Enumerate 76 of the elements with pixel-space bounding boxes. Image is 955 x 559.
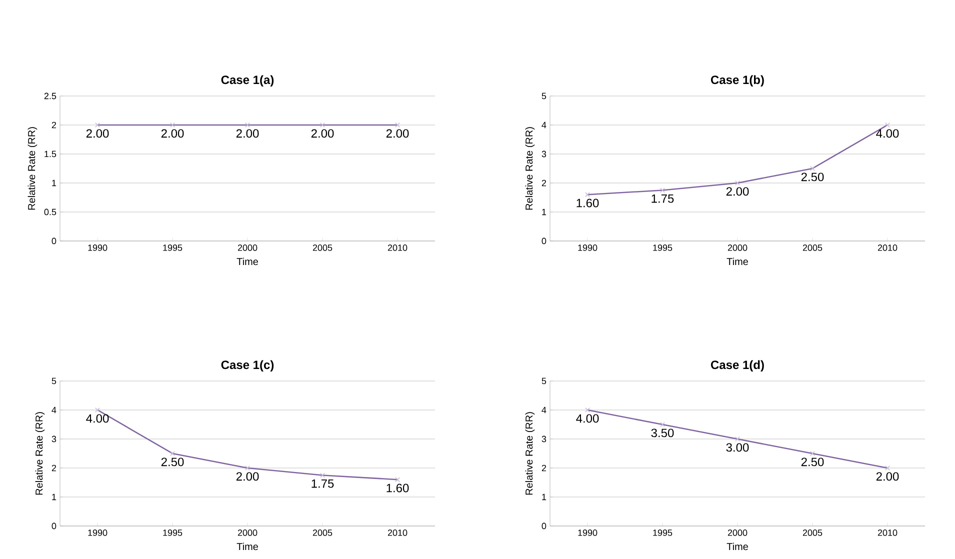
data-label: 2.00 (161, 129, 184, 138)
x-tick-label: 2010 (388, 244, 408, 251)
x-tick-label: 2010 (388, 530, 408, 536)
y-axis-title: Relative Rate (RR) (28, 127, 38, 210)
x-tick-label: 2000 (238, 244, 258, 251)
data-label: 2.00 (386, 129, 409, 138)
y-tick-label: 2 (542, 180, 546, 186)
x-tick-label: 1990 (88, 244, 108, 251)
x-tick-label: 1990 (578, 530, 598, 536)
y-tick-label: 5 (542, 378, 546, 384)
y-tick-label: 4 (52, 406, 56, 414)
x-tick-label: 2005 (312, 530, 332, 536)
data-label: 2.00 (311, 129, 334, 138)
chart-title: Case 1(a) (221, 75, 274, 86)
y-tick-label: 1 (52, 494, 56, 500)
y-tick-label: 0 (52, 238, 56, 244)
data-label: 3.50 (651, 428, 674, 438)
y-tick-label: 2 (52, 122, 56, 128)
data-label: 4.00 (876, 129, 899, 138)
y-tick-label: 2 (52, 464, 56, 472)
y-tick-label: 1 (542, 208, 546, 216)
x-tick-label: 2000 (238, 530, 258, 536)
x-tick-label: 1995 (163, 244, 182, 251)
data-label: 2.00 (726, 187, 749, 196)
x-tick-label: 1995 (653, 244, 672, 251)
y-tick-label: 2.5 (44, 92, 56, 100)
y-tick-label: 1.5 (44, 150, 56, 158)
y-axis-title: Relative Rate (RR) (525, 412, 535, 495)
data-label: 4.00 (576, 414, 599, 423)
x-axis-title: Time (236, 542, 258, 550)
y-tick-label: 0 (52, 522, 56, 530)
x-tick-label: 1990 (88, 530, 108, 536)
y-axis-title: Relative Rate (RR) (35, 412, 45, 495)
data-label: 2.50 (801, 172, 824, 182)
x-tick-label: 1995 (653, 530, 672, 536)
x-tick-label: 2010 (878, 244, 898, 251)
data-label: 3.00 (726, 443, 749, 452)
y-tick-label: 0 (542, 522, 546, 530)
x-tick-label: 2010 (878, 530, 898, 536)
y-tick-label: 3 (542, 436, 546, 442)
x-tick-label: 2000 (728, 244, 748, 251)
data-label: 1.75 (652, 194, 674, 203)
x-axis-title: Time (726, 258, 748, 266)
x-tick-label: 2005 (802, 244, 822, 251)
x-axis-title: Time (726, 542, 748, 550)
y-axis-title: Relative Rate (RR) (525, 127, 535, 210)
data-label: 1.75 (312, 479, 334, 488)
y-tick-label: 0 (542, 238, 546, 244)
x-tick-label: 2005 (312, 244, 332, 251)
y-tick-label: 5 (52, 378, 56, 384)
y-tick-label: 3 (542, 150, 546, 158)
y-tick-label: 1 (542, 494, 546, 500)
data-label: 4.00 (86, 414, 109, 423)
data-label: 2.00 (86, 129, 109, 138)
y-tick-label: 1 (52, 180, 56, 186)
x-tick-label: 2000 (728, 530, 748, 536)
y-tick-label: 5 (542, 92, 546, 100)
data-label: 2.00 (236, 129, 259, 138)
x-tick-label: 2005 (802, 530, 822, 536)
data-label: 2.50 (161, 458, 184, 466)
data-label: 2.00 (236, 472, 259, 481)
y-tick-label: 4 (542, 406, 546, 414)
chart-title: Case 1(c) (221, 360, 274, 372)
y-tick-label: 3 (52, 436, 56, 442)
x-tick-label: 1990 (578, 244, 598, 251)
y-tick-label: 2 (542, 464, 546, 472)
y-tick-label: 0.5 (44, 208, 56, 216)
data-label: 1.60 (576, 198, 599, 208)
x-tick-label: 1995 (163, 530, 182, 536)
data-label: 2.50 (801, 458, 824, 466)
chart-title: Case 1(b) (710, 75, 764, 86)
chart-title: Case 1(d) (710, 360, 764, 372)
data-label: 1.60 (386, 484, 409, 492)
x-axis-title: Time (236, 258, 258, 266)
y-tick-label: 4 (542, 122, 546, 128)
data-label: 2.00 (876, 472, 899, 481)
